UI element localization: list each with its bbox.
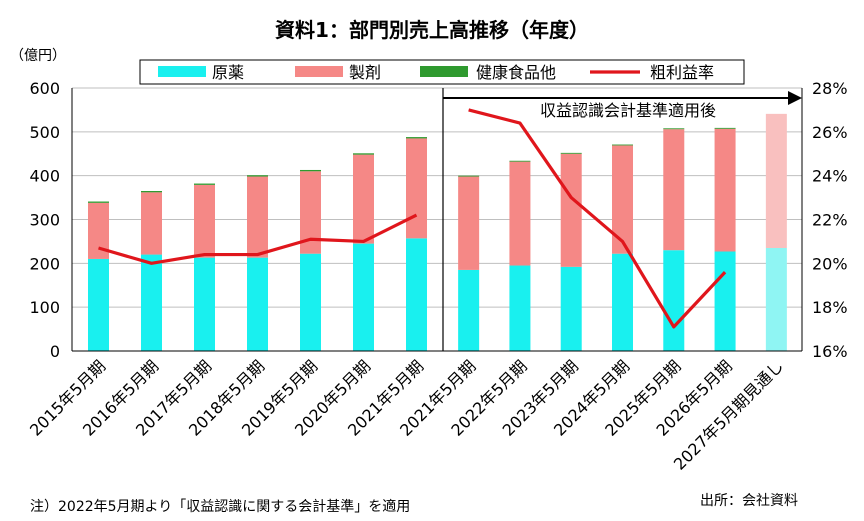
bar-genyaku (560, 266, 582, 351)
legend-swatch (295, 66, 343, 77)
bar-genyaku (458, 269, 480, 351)
bar-seizai (714, 128, 736, 252)
annotation-label: 収益認識会計基準適用後 (540, 101, 716, 120)
right-tick-label: 26% (812, 123, 848, 142)
left-tick-label: 100 (29, 298, 60, 317)
left-tick-label: 500 (29, 123, 60, 142)
bar-genyaku (353, 243, 374, 351)
bar-genyaku (300, 253, 321, 351)
bar-seizai (300, 171, 321, 254)
bar-seizai (560, 153, 582, 267)
bar-seizai (194, 184, 215, 258)
right-tick-label: 22% (812, 211, 848, 230)
bar-seizai (765, 113, 787, 248)
bar-kenko (88, 201, 109, 203)
legend-swatch (420, 66, 468, 77)
margin-line-1 (98, 213, 418, 265)
bar-kenko (509, 160, 531, 162)
bar-kenko (406, 137, 427, 139)
bar-seizai (663, 129, 685, 251)
bar-genyaku (194, 257, 215, 351)
legend-label: 製剤 (349, 63, 381, 82)
bar-genyaku (612, 253, 633, 351)
bar-seizai (612, 145, 633, 254)
right-tick-label: 24% (812, 167, 848, 186)
bar-genyaku (714, 251, 736, 351)
bar-genyaku (141, 254, 162, 351)
left-tick-label: 600 (29, 79, 60, 98)
legend-swatch (158, 66, 206, 77)
bar-genyaku (663, 250, 685, 351)
right-tick-label: 16% (812, 342, 848, 361)
bar-genyaku (765, 247, 787, 351)
left-tick-label: 200 (29, 254, 60, 273)
bar-kenko (458, 175, 480, 177)
bar-genyaku (88, 258, 109, 351)
bar-kenko (141, 191, 162, 193)
legend-label: 粗利益率 (650, 63, 714, 82)
bar-seizai (88, 202, 109, 259)
bar-seizai (141, 192, 162, 255)
right-tick-label: 18% (812, 298, 848, 317)
right-tick-label: 28% (812, 79, 848, 98)
left-tick-label: 400 (29, 167, 60, 186)
margin-line-2 (468, 108, 727, 329)
left-axis-unit: （億円） (10, 48, 66, 64)
source-note: 出所：会社資料 (700, 493, 798, 509)
annotation-arrowhead (788, 91, 802, 105)
legend-label: 健康食品他 (476, 63, 556, 82)
bar-seizai (509, 161, 531, 266)
chart-title: 資料1：部門別売上高推移（年度） (275, 18, 589, 42)
bar-kenko (714, 127, 736, 129)
bar-kenko (560, 152, 582, 154)
bar-seizai (353, 154, 374, 244)
bar-kenko (247, 175, 268, 177)
bar-kenko (663, 128, 685, 130)
left-tick-label: 0 (50, 342, 60, 361)
legend-label: 原薬 (212, 63, 244, 82)
footnote: 注）2022年5月期より「収益認識に関する会計基準」を適用 (30, 499, 411, 515)
bar-kenko (194, 183, 215, 185)
bar-genyaku (509, 265, 531, 351)
bar-genyaku (406, 238, 427, 351)
left-tick-label: 300 (29, 211, 60, 230)
bar-genyaku (247, 257, 268, 351)
bar-kenko (300, 169, 321, 172)
bar-seizai (406, 138, 427, 239)
bar-seizai (247, 176, 268, 258)
bar-kenko (353, 153, 374, 155)
right-tick-label: 20% (812, 254, 848, 273)
bar-seizai (458, 176, 480, 270)
bar-kenko (612, 144, 633, 146)
